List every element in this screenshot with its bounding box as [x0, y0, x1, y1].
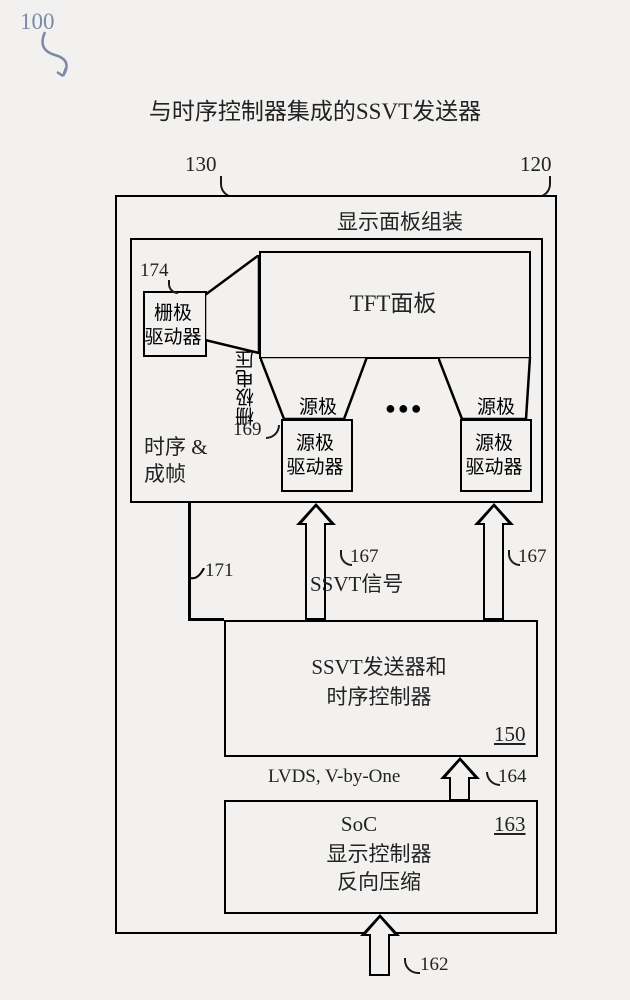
line-171-h [188, 618, 224, 621]
soc-l2: 显示控制器 [224, 842, 534, 867]
gate-driver-l2: 驱动器 [143, 322, 203, 349]
diagram-root: 100 与时序控制器集成的SSVT发送器 130 120 显示面板组装 TFT面… [0, 0, 630, 1000]
src-driver1-l2: 驱动器 [281, 452, 349, 479]
diagram-title: 与时序控制器集成的SSVT发送器 [0, 98, 630, 126]
gate-voltage-label: 栅极电压 [233, 350, 260, 426]
ref-167-b: 167 [518, 546, 547, 569]
source-label-1: 源极 [288, 392, 348, 419]
ref-150: 150 [494, 722, 526, 747]
soc-l1: SoC [224, 812, 494, 837]
src-driver2-l1: 源极 [460, 428, 528, 455]
ref-169: 169 [233, 419, 262, 442]
soc-l3: 反向压缩 [224, 870, 534, 895]
ref-171: 171 [205, 560, 234, 583]
ref-167-a: 167 [350, 546, 379, 569]
gate-driver-l1: 栅极 [143, 298, 203, 325]
src-driver2-l2: 驱动器 [460, 452, 528, 479]
ref-100-arrow [35, 30, 90, 85]
ref-120: 120 [520, 152, 552, 177]
src-driver1-l1: 源极 [281, 428, 349, 455]
gate-voltage-trapezoid [205, 255, 261, 355]
tx-l2: 时序控制器 [224, 685, 534, 710]
tx-l1: SSVT发送器和 [224, 655, 534, 680]
ssvt-signal-label: SSVT信号 [310, 572, 403, 597]
timing-l1: 时序 & [144, 435, 208, 460]
assembly-label: 显示面板组装 [260, 210, 540, 235]
leader-171 [190, 568, 208, 584]
ref-163: 163 [494, 812, 526, 837]
ellipsis-dots: ●●● [385, 398, 424, 419]
leader-162 [404, 958, 420, 974]
lvds-label: LVDS, V-by-One [268, 766, 400, 789]
ref-162: 162 [420, 954, 449, 977]
ref-130: 130 [185, 152, 217, 177]
tft-label: TFT面板 [259, 290, 527, 318]
timing-l2: 成帧 [144, 462, 186, 487]
source-label-2: 源极 [466, 392, 526, 419]
ref-164: 164 [498, 766, 527, 789]
ref-174: 174 [140, 260, 169, 283]
line-171-v [188, 501, 191, 620]
